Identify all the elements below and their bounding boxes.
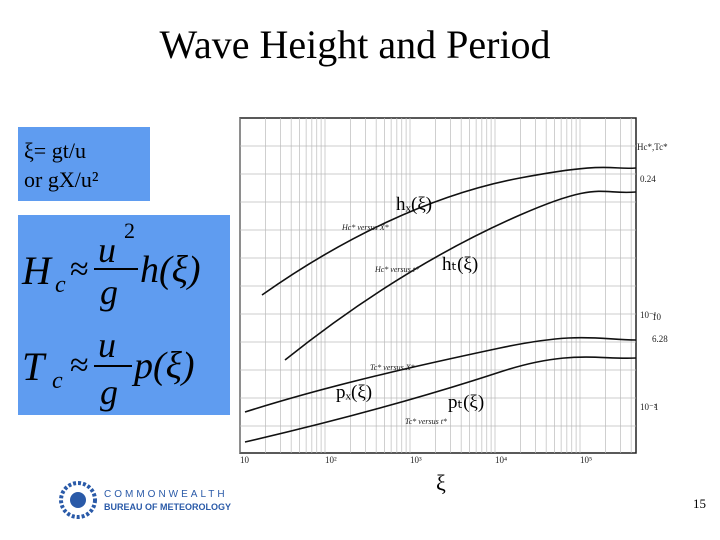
- curve: [284, 190, 637, 361]
- right-tick-label: 10⁻²: [640, 402, 657, 412]
- x-label: ξ: [436, 470, 446, 495]
- formula-num: u: [98, 325, 116, 365]
- title: Wave Height and Period: [159, 22, 550, 67]
- formula-den: g: [100, 372, 118, 412]
- curve-label: hₓ(ξ): [396, 194, 432, 215]
- curve-label: hₜ(ξ): [442, 254, 478, 275]
- right-tick-label: 1: [654, 402, 659, 412]
- logo: COMMONWEALTH BUREAU OF METEOROLOGY: [59, 481, 231, 519]
- right-tick-label: 6.28: [652, 334, 668, 344]
- definition: ξ= gt/u: [24, 138, 86, 163]
- formula-sup: 2: [124, 218, 135, 243]
- curves: [244, 166, 637, 443]
- formula-sub: c: [55, 272, 66, 298]
- logo-emblem: [59, 481, 97, 519]
- formula-fn: h(ξ): [140, 249, 201, 291]
- formula: H c ≈ u 2 g h(ξ) T c ≈ u g p(ξ): [21, 218, 201, 412]
- curve-label: pₓ(ξ): [336, 382, 372, 403]
- formula-den: g: [100, 272, 118, 312]
- x-tick-label: 10²: [325, 455, 337, 465]
- curve: [244, 356, 637, 443]
- x-tick-label: 10³: [410, 455, 422, 465]
- formula-num: u: [98, 230, 116, 270]
- scan-label: Hc* versus X*: [341, 223, 389, 232]
- formula-approx: ≈: [70, 251, 89, 288]
- scan-label: Tc* versus t*: [405, 417, 447, 426]
- formula-approx: ≈: [70, 347, 89, 384]
- curve: [261, 166, 637, 296]
- x-tick-label: 10⁴: [495, 455, 507, 465]
- x-tick-label: 10: [240, 455, 250, 465]
- logo-text: BUREAU OF METEOROLOGY: [104, 502, 231, 512]
- formula-lhs: H: [21, 248, 53, 293]
- scan-label: Hc* versus t*: [374, 265, 419, 274]
- right-tick-label: 0.24: [640, 174, 656, 184]
- x-tick-label: 10⁵: [580, 455, 592, 465]
- formula-fn: p(ξ): [131, 345, 195, 387]
- figure: hₓ(ξ) hₜ(ξ) pₓ(ξ) pₜ(ξ) Hc* versus X* Hc…: [233, 108, 668, 465]
- logo-text: COMMONWEALTH: [104, 489, 228, 500]
- formula-lhs: T: [22, 344, 47, 389]
- right-tick-label: 10⁻¹: [640, 310, 657, 320]
- definition-box: [18, 127, 150, 201]
- formula-box: [18, 215, 230, 415]
- page-number: 15: [693, 496, 706, 511]
- axis-corner-label: Hc*,Tc*: [637, 142, 668, 152]
- curve: [244, 336, 637, 413]
- scan-label: Tc* versus X*: [370, 363, 415, 372]
- right-tick-label: 10: [652, 312, 662, 322]
- definition: or gX/u²: [24, 167, 99, 192]
- grid: [239, 118, 636, 453]
- formula-sub: c: [52, 368, 63, 394]
- curve-label: pₜ(ξ): [448, 392, 484, 413]
- logo-emblem: [70, 492, 86, 508]
